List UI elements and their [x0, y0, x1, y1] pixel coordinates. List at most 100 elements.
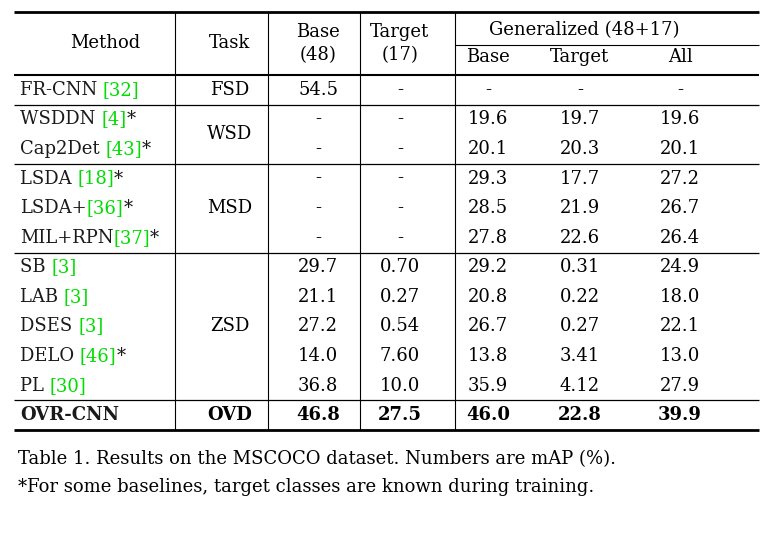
- Text: ZSD: ZSD: [210, 317, 250, 335]
- Text: *: *: [117, 347, 126, 365]
- Text: PL: PL: [20, 377, 49, 395]
- Text: *For some baselines, target classes are known during training.: *For some baselines, target classes are …: [18, 478, 594, 496]
- Text: 36.8: 36.8: [298, 377, 339, 395]
- Text: 13.8: 13.8: [468, 347, 508, 365]
- Text: -: -: [315, 140, 321, 158]
- Text: MIL+RPN: MIL+RPN: [20, 229, 114, 247]
- Text: DSES: DSES: [20, 317, 78, 335]
- Text: LSDA: LSDA: [20, 170, 77, 188]
- Text: MSD: MSD: [207, 199, 253, 217]
- Text: [3]: [3]: [64, 288, 89, 306]
- Text: 21.9: 21.9: [560, 199, 600, 217]
- Text: -: -: [397, 199, 403, 217]
- Text: DELO: DELO: [20, 347, 80, 365]
- Text: SB: SB: [20, 258, 51, 277]
- Text: Method: Method: [70, 34, 140, 52]
- Text: FR-CNN: FR-CNN: [20, 81, 103, 99]
- Text: FSD: FSD: [210, 81, 250, 99]
- Text: [4]: [4]: [101, 110, 126, 128]
- Text: All: All: [668, 49, 693, 66]
- Text: *: *: [150, 229, 159, 247]
- Text: 10.0: 10.0: [380, 377, 421, 395]
- Text: 39.9: 39.9: [658, 406, 702, 424]
- Text: -: -: [315, 170, 321, 188]
- Text: 17.7: 17.7: [560, 170, 600, 188]
- Text: 20.1: 20.1: [660, 140, 700, 158]
- Text: *: *: [126, 110, 135, 128]
- Text: LSDA+: LSDA+: [20, 199, 87, 217]
- Text: 0.27: 0.27: [560, 317, 600, 335]
- Text: Target
(17): Target (17): [370, 23, 430, 64]
- Text: 19.7: 19.7: [560, 110, 600, 128]
- Text: 46.8: 46.8: [296, 406, 340, 424]
- Text: 35.9: 35.9: [468, 377, 508, 395]
- Text: Target: Target: [550, 49, 610, 66]
- Text: 22.8: 22.8: [558, 406, 602, 424]
- Text: 29.3: 29.3: [468, 170, 508, 188]
- Text: 27.5: 27.5: [378, 406, 422, 424]
- Text: -: -: [315, 229, 321, 247]
- Text: *: *: [142, 140, 152, 158]
- Text: LAB: LAB: [20, 288, 64, 306]
- Text: 27.9: 27.9: [660, 377, 700, 395]
- Text: 27.2: 27.2: [298, 317, 338, 335]
- Text: -: -: [577, 81, 583, 99]
- Text: 22.1: 22.1: [660, 317, 700, 335]
- Text: 0.31: 0.31: [560, 258, 600, 277]
- Text: 29.2: 29.2: [468, 258, 508, 277]
- Text: -: -: [397, 229, 403, 247]
- Text: -: -: [397, 110, 403, 128]
- Text: 29.7: 29.7: [298, 258, 338, 277]
- Text: 4.12: 4.12: [560, 377, 600, 395]
- Text: *: *: [114, 170, 123, 188]
- Text: -: -: [677, 81, 683, 99]
- Text: [3]: [3]: [78, 317, 104, 335]
- Text: 19.6: 19.6: [660, 110, 700, 128]
- Text: 27.8: 27.8: [468, 229, 508, 247]
- Text: -: -: [397, 170, 403, 188]
- Text: [46]: [46]: [80, 347, 117, 365]
- Text: 22.6: 22.6: [560, 229, 600, 247]
- Text: -: -: [315, 110, 321, 128]
- Text: -: -: [485, 81, 491, 99]
- Text: OVR-CNN: OVR-CNN: [20, 406, 119, 424]
- Text: Task: Task: [209, 34, 250, 52]
- Text: 0.22: 0.22: [560, 288, 600, 306]
- Text: 18.0: 18.0: [660, 288, 700, 306]
- Text: Cap2Det: Cap2Det: [20, 140, 105, 158]
- Text: [3]: [3]: [51, 258, 77, 277]
- Text: 27.2: 27.2: [660, 170, 700, 188]
- Text: 20.3: 20.3: [560, 140, 600, 158]
- Text: OVD: OVD: [208, 406, 253, 424]
- Text: 7.60: 7.60: [380, 347, 420, 365]
- Text: WSDDN: WSDDN: [20, 110, 101, 128]
- Text: [32]: [32]: [103, 81, 140, 99]
- Text: Table 1. Results on the MSCOCO dataset. Numbers are mAP (%).: Table 1. Results on the MSCOCO dataset. …: [18, 450, 616, 468]
- Text: -: -: [315, 199, 321, 217]
- Text: 0.54: 0.54: [380, 317, 420, 335]
- Text: 26.7: 26.7: [468, 317, 508, 335]
- Text: 19.6: 19.6: [468, 110, 508, 128]
- Text: 0.70: 0.70: [380, 258, 420, 277]
- Text: 46.0: 46.0: [466, 406, 510, 424]
- Text: 13.0: 13.0: [660, 347, 700, 365]
- Text: [36]: [36]: [87, 199, 124, 217]
- Text: 28.5: 28.5: [468, 199, 508, 217]
- Text: -: -: [397, 140, 403, 158]
- Text: WSD: WSD: [207, 125, 253, 143]
- Text: 3.41: 3.41: [560, 347, 600, 365]
- Text: [30]: [30]: [49, 377, 87, 395]
- Text: 20.1: 20.1: [468, 140, 508, 158]
- Text: 14.0: 14.0: [298, 347, 338, 365]
- Text: 21.1: 21.1: [298, 288, 338, 306]
- Text: -: -: [397, 81, 403, 99]
- Text: 20.8: 20.8: [468, 288, 508, 306]
- Text: [43]: [43]: [105, 140, 142, 158]
- Text: 0.27: 0.27: [380, 288, 420, 306]
- Text: 24.9: 24.9: [660, 258, 700, 277]
- Text: 54.5: 54.5: [298, 81, 338, 99]
- Text: [37]: [37]: [114, 229, 150, 247]
- Text: Generalized (48+17): Generalized (48+17): [489, 20, 679, 39]
- Text: [18]: [18]: [77, 170, 114, 188]
- Text: *: *: [124, 199, 132, 217]
